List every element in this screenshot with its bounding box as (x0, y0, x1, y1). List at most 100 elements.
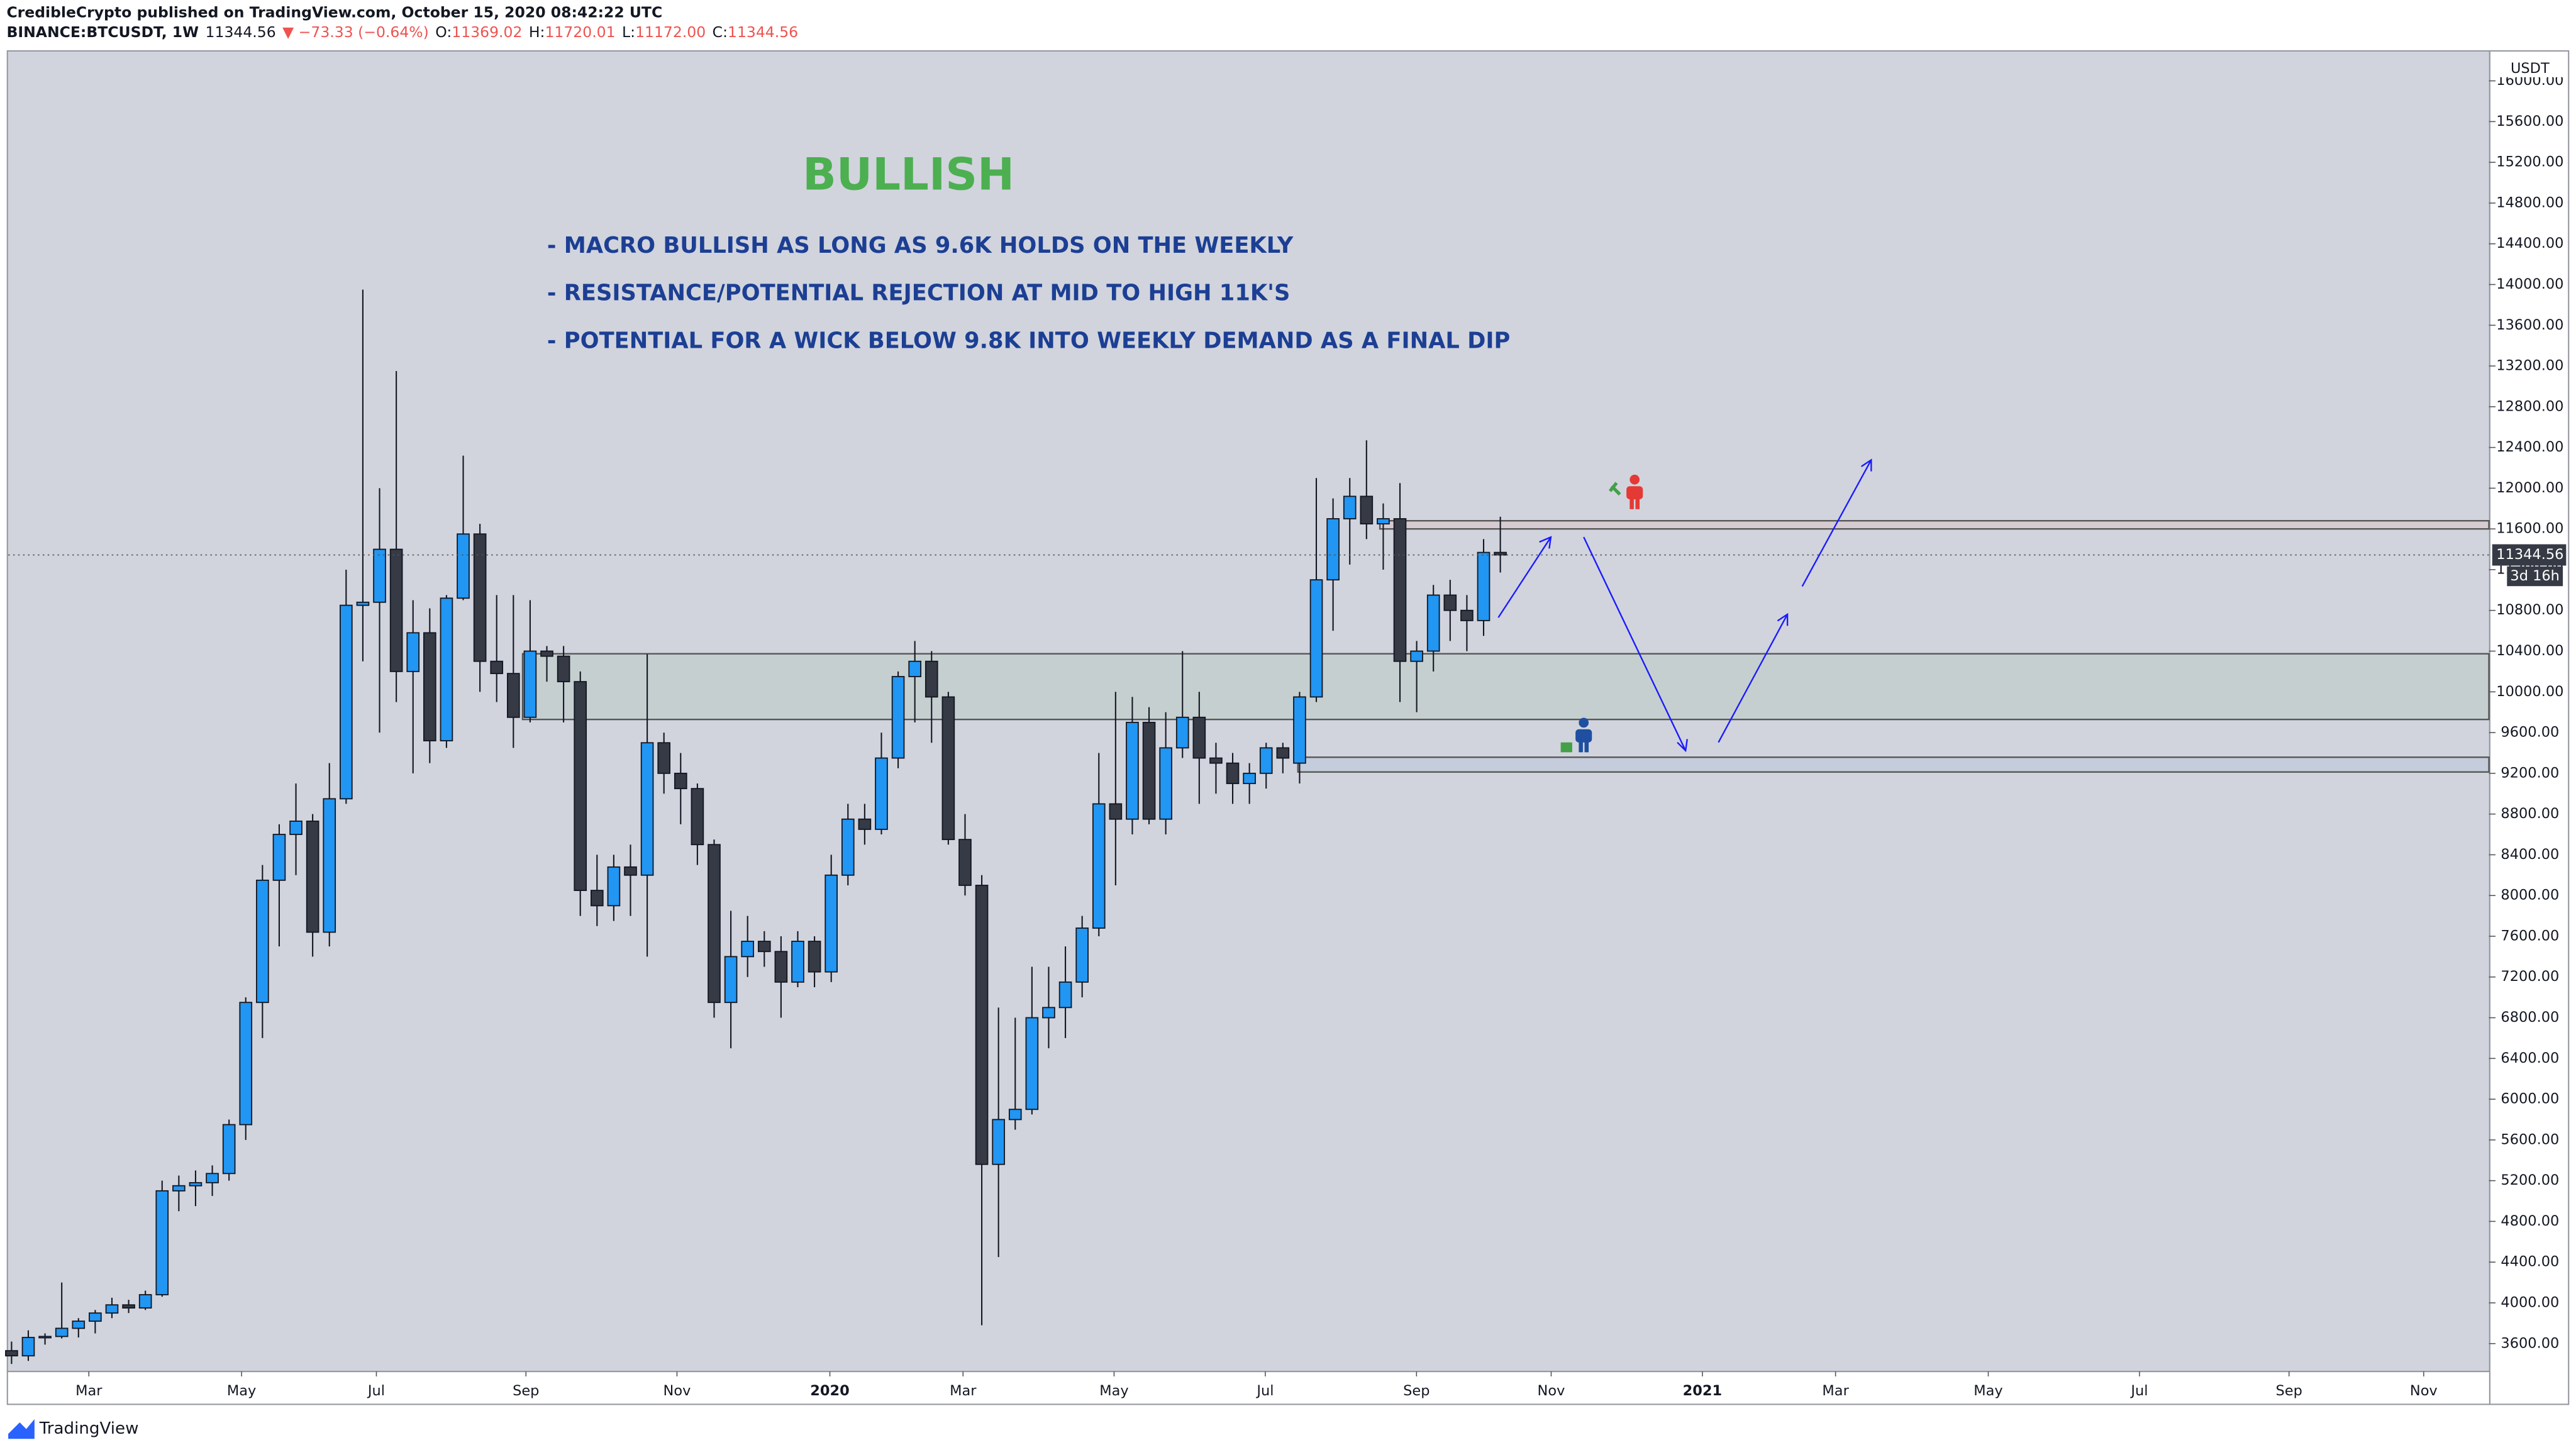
x-tick-label: Mar (75, 1383, 103, 1399)
candle-body (1008, 1109, 1022, 1121)
candle-body (1243, 772, 1256, 784)
candle-body (908, 660, 921, 677)
symbol: BINANCE:BTCUSDT, 1W (6, 23, 199, 41)
candle-body (808, 941, 821, 973)
candle-body (590, 890, 604, 907)
candle-body (557, 655, 570, 683)
x-tick-label: May (1099, 1383, 1128, 1399)
candle-body (1293, 696, 1306, 764)
brand-logo: TradingView (8, 1419, 138, 1439)
candle-body (1377, 518, 1390, 524)
candle-body (824, 874, 838, 973)
arrow (1718, 612, 1789, 743)
y-tick-label: 3600.00 (2501, 1335, 2559, 1351)
x-tick-label: Jul (2129, 1383, 2148, 1399)
candle-body (574, 681, 587, 892)
x-tick-label: Nov (663, 1383, 691, 1399)
candle-body (340, 604, 353, 800)
candle-body (674, 772, 687, 790)
candle-body (1025, 1017, 1039, 1110)
y-tick-label: 9200.00 (2501, 765, 2559, 781)
annotation-line: - RESISTANCE/POTENTIAL REJECTION AT MID … (547, 280, 1290, 306)
candle-body (708, 844, 721, 1004)
candle-body (1494, 551, 1507, 556)
y-tick-label: 12800.00 (2496, 398, 2563, 414)
y-tick-label: 8800.00 (2501, 805, 2559, 822)
candle-body (657, 742, 671, 774)
annotation-line: - MACRO BULLISH AS LONG AS 9.6K HOLDS ON… (547, 233, 1294, 258)
change: ▼ −73.33 (−0.64%) (282, 23, 429, 41)
zone (1297, 756, 2490, 773)
candle-body (490, 660, 504, 675)
header-symbol-line: BINANCE:BTCUSDT, 1W 11344.56 ▼ −73.33 (−0.… (6, 23, 798, 41)
y-tick-label: 13200.00 (2496, 358, 2563, 374)
candle-body (155, 1190, 169, 1295)
candle-body (323, 798, 336, 933)
candle-body (975, 885, 989, 1165)
x-tick-label: Sep (1403, 1383, 1430, 1399)
x-tick-label: Mar (950, 1383, 977, 1399)
y-tick-label: 13600.00 (2496, 317, 2563, 333)
candle-body (122, 1304, 135, 1309)
x-tick-label: Jul (367, 1383, 385, 1399)
candle-body (189, 1182, 203, 1187)
candle-body (640, 742, 654, 876)
candle-body (1393, 518, 1407, 662)
y-tick-label: 5600.00 (2501, 1131, 2559, 1148)
x-tick-label: Mar (1822, 1383, 1849, 1399)
candle-body (356, 601, 370, 606)
candle-body (1092, 803, 1106, 929)
y-tick-label: 12000.00 (2496, 480, 2563, 496)
candle-body (774, 951, 788, 983)
ohlc-value: 11172.00 (635, 23, 706, 41)
candle-body (289, 821, 303, 835)
arrow (1801, 458, 1872, 587)
candle-body (1443, 594, 1457, 611)
time-axis (6, 1371, 2490, 1405)
brand: TradingView (39, 1419, 139, 1438)
candle-body (1410, 650, 1423, 662)
candle-body (924, 660, 938, 698)
candle-body (858, 818, 872, 830)
candle-body (272, 834, 286, 881)
candle-body (941, 696, 955, 841)
ohlc-value: 11369.02 (452, 23, 522, 41)
header-published: CredibleCrypto published on TradingView.… (6, 3, 662, 21)
candle-body (1109, 803, 1123, 820)
candle-body (891, 676, 905, 759)
currency-box (2492, 54, 2567, 77)
candle-body (440, 597, 453, 741)
x-tick-label: Nov (2410, 1383, 2438, 1399)
candle-body (1276, 747, 1290, 759)
x-tick-label: 2021 (1683, 1383, 1723, 1399)
candle-body (1058, 981, 1072, 1009)
y-tick-label: 14400.00 (2496, 235, 2563, 252)
candle-body (1426, 594, 1440, 652)
candle-body (105, 1304, 119, 1314)
candle-body (457, 533, 470, 599)
candle-body (507, 673, 520, 718)
candle-body (21, 1337, 35, 1357)
y-tick-label: 12400.00 (2496, 439, 2563, 455)
candle-body (1226, 762, 1240, 784)
candle-body (791, 941, 804, 983)
currency: USDT (2511, 60, 2550, 77)
candle-body (1175, 716, 1189, 749)
y-tick-label: 14800.00 (2496, 194, 2563, 211)
x-tick-label: Sep (513, 1383, 539, 1399)
ohlc-label: H: (529, 23, 545, 41)
candle-body (841, 818, 855, 876)
countdown: 3d 16h (2510, 568, 2559, 584)
candle-body (389, 548, 403, 672)
x-tick-label: Sep (2276, 1383, 2302, 1399)
x-tick-label: May (227, 1383, 256, 1399)
ohlc-label: O: (435, 23, 452, 41)
x-tick-label: Jul (1255, 1383, 1274, 1399)
candle-body (1042, 1007, 1055, 1019)
candle-body (540, 650, 553, 657)
candle-body (741, 941, 755, 958)
candle-body (1360, 495, 1374, 524)
ohlc-value: 11344.56 (728, 23, 798, 41)
candle-body (38, 1336, 52, 1339)
